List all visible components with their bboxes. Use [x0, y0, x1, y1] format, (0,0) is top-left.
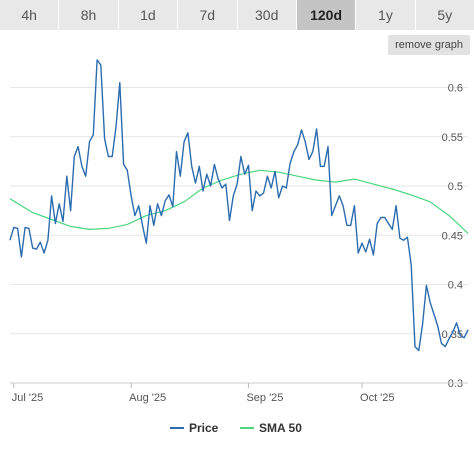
y-tick-label: 0.5: [448, 181, 463, 193]
timeframe-tab-1d[interactable]: 1d: [118, 0, 179, 30]
y-tick-label: 0.4: [448, 280, 463, 292]
legend-label-price: Price: [189, 421, 219, 435]
timeframe-tab-30d[interactable]: 30d: [237, 0, 297, 30]
legend-label-sma-50: SMA 50: [259, 421, 302, 435]
x-tick-label: Oct '25: [360, 392, 395, 404]
y-tick-label: 0.3: [448, 378, 463, 390]
timeframe-tab-5y[interactable]: 5y: [415, 0, 474, 30]
series-line-sma-50: [9, 169, 469, 234]
y-tick-label: 0.35: [442, 329, 463, 341]
timeframe-tabs: 4h 8h 1d 7d 30d 120d 1y 5y: [0, 0, 474, 30]
timeframe-tab-120d[interactable]: 120d: [296, 0, 357, 30]
remove-graph-button[interactable]: remove graph: [388, 35, 470, 55]
timeframe-tab-4h[interactable]: 4h: [0, 0, 60, 30]
y-tick-label: 0.6: [448, 83, 463, 95]
x-tick-label: Jul '25: [12, 392, 43, 404]
timeframe-tab-8h[interactable]: 8h: [59, 0, 119, 30]
y-tick-label: 0.55: [442, 132, 463, 144]
y-tick-label: 0.45: [442, 230, 463, 242]
timeframe-tab-1y[interactable]: 1y: [356, 0, 416, 30]
x-tick-label: Aug '25: [129, 392, 166, 404]
x-tick-label: Sep '25: [246, 392, 283, 404]
series-line-price: [9, 59, 469, 352]
timeframe-tab-7d[interactable]: 7d: [178, 0, 238, 30]
